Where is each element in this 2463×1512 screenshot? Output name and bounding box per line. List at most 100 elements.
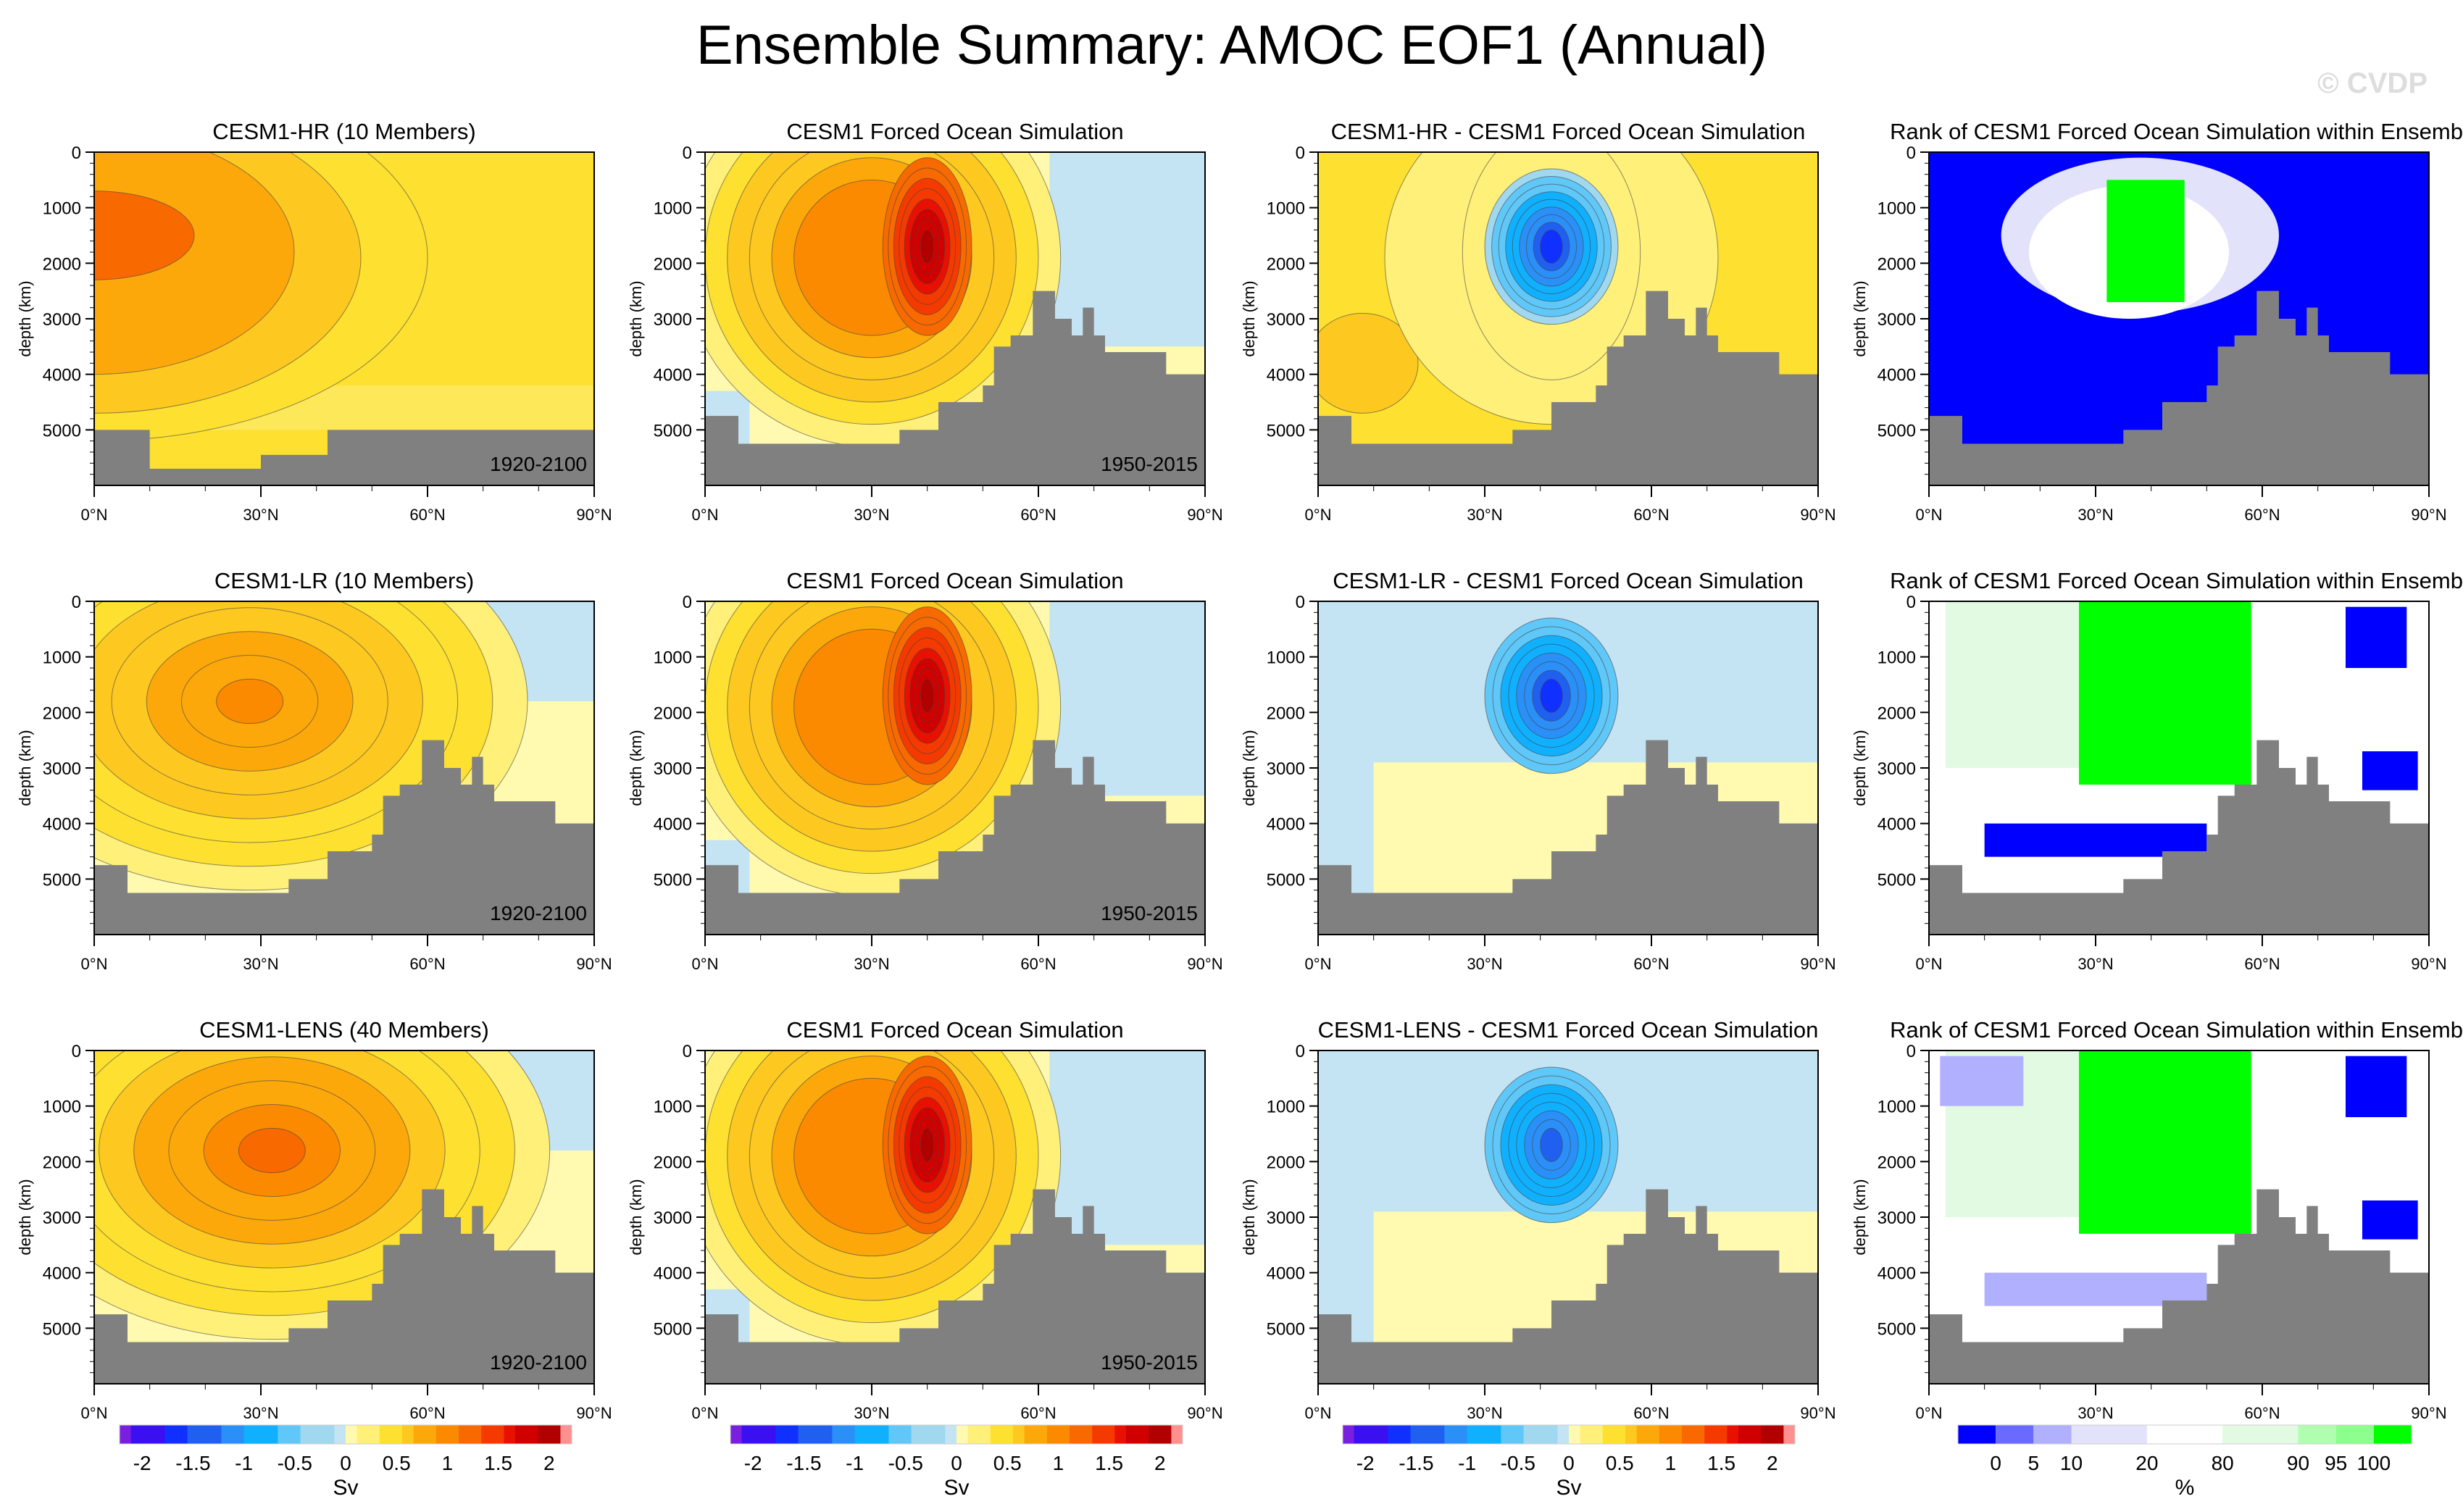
y-tick-label: 3000 — [1878, 1208, 1916, 1228]
contour-field — [1318, 152, 1818, 485]
colorbar-box — [820, 1425, 833, 1444]
y-axis-label: depth (km) — [1851, 280, 1869, 356]
x-tick-label: 90°N — [576, 955, 612, 973]
negative-region — [1049, 152, 1205, 347]
panel-rank: Rank of CESM1 Forced Ocean Simulation wi… — [1851, 568, 2463, 973]
colorbar-label: 2 — [543, 1452, 555, 1474]
y-tick-label: 0 — [683, 593, 692, 612]
colorbar-box — [1636, 1425, 1649, 1444]
y-axis-label: depth (km) — [16, 1179, 34, 1255]
colorbar-box — [1625, 1425, 1638, 1444]
x-tick-label: 90°N — [2411, 1404, 2446, 1422]
colorbar-box — [1467, 1425, 1479, 1444]
y-tick-label: 4000 — [654, 1264, 692, 1284]
colorbar-label: 2 — [1767, 1452, 1778, 1474]
colorbar-box — [504, 1425, 516, 1444]
x-tick-label: 0°N — [692, 506, 719, 524]
colorbar-frame — [1342, 1424, 1796, 1445]
colorbar-label: 1 — [1665, 1452, 1677, 1474]
x-tick-label: 0°N — [692, 1404, 719, 1422]
colorbar-label: -2 — [1356, 1452, 1375, 1474]
panel-title: CESM1-LENS - CESM1 Forced Ocean Simulati… — [1318, 1017, 1819, 1043]
colorbar-box — [1149, 1425, 1161, 1444]
period-label: 1920-2100 — [490, 902, 587, 924]
colorbar-box — [1365, 1425, 1378, 1444]
colorbar-label: 95 — [2325, 1452, 2347, 1474]
x-tick-label: 90°N — [1800, 955, 1835, 973]
colorbar-units: Sv — [333, 1476, 358, 1500]
colorbar-box — [1103, 1425, 1115, 1444]
colorbar-box — [1783, 1425, 1796, 1444]
colorbar-box — [832, 1425, 844, 1444]
panel-rank: Rank of CESM1 Forced Ocean Simulation wi… — [1851, 119, 2463, 524]
y-tick-label: 5000 — [654, 1319, 692, 1339]
contour-region — [1540, 678, 1563, 713]
colorbar-box — [1070, 1425, 1082, 1444]
y-tick-label: 4000 — [43, 815, 81, 835]
period-label: 1950-2015 — [1101, 902, 1198, 924]
contour-region — [1540, 229, 1563, 264]
colorbars: -2 -1.5 -1 -0.5 0 0.5 1 1.5 2 Sv -2 -1.5 -1 -0.5 0 0.5 1… — [119, 1424, 2412, 1500]
colorbar-box — [730, 1425, 743, 1444]
colorbar-2: -2 -1.5 -1 -0.5 0 0.5 1 1.5 2 Sv — [730, 1424, 1183, 1500]
y-tick-label: 5000 — [1267, 1319, 1305, 1339]
colorbar-box — [854, 1425, 867, 1444]
y-tick-label: 0 — [72, 593, 81, 612]
y-tick-label: 4000 — [43, 1264, 81, 1284]
y-tick-label: 5000 — [1878, 421, 1916, 440]
x-tick-label: 60°N — [1020, 1404, 1056, 1422]
contour-region — [94, 191, 195, 280]
colorbar-box — [1114, 1425, 1127, 1444]
colorbar-box — [1682, 1425, 1694, 1444]
colorbar-box — [967, 1425, 980, 1444]
x-tick-label: 90°N — [576, 1404, 612, 1422]
colorbar-box — [233, 1425, 245, 1444]
contour-field — [1318, 1051, 1818, 1384]
colorbar-box — [142, 1425, 154, 1444]
colorbar-box — [346, 1425, 358, 1444]
colorbar-box — [1354, 1425, 1366, 1444]
colorbar-label: -1.5 — [1399, 1452, 1433, 1474]
colorbar-units: Sv — [943, 1476, 969, 1500]
y-tick-label: 2000 — [1267, 703, 1305, 723]
y-tick-label: 3000 — [43, 310, 81, 330]
y-tick-label: 0 — [1906, 1042, 1916, 1061]
colorbar-box — [357, 1425, 369, 1444]
contour-field — [705, 152, 1205, 485]
colorbar-frame — [730, 1424, 1183, 1445]
colorbar-label: -1 — [846, 1452, 864, 1474]
colorbar-box — [1591, 1425, 1604, 1444]
colorbar-box — [560, 1425, 572, 1444]
y-tick-label: 5000 — [1878, 1319, 1916, 1339]
colorbar-label: 90 — [2287, 1452, 2309, 1474]
colorbar-box — [425, 1425, 437, 1444]
x-tick-label: 60°N — [409, 506, 445, 524]
rank-region — [2362, 751, 2418, 790]
seafloor-mask — [94, 1189, 594, 1384]
colorbar-box — [402, 1425, 414, 1444]
panel-ens: CESM1-LENS (40 Members) 1920-2100 0 1000 200… — [16, 1017, 612, 1422]
seafloor-mask — [94, 740, 594, 935]
colorbar-box — [1535, 1425, 1547, 1444]
colorbar-box — [787, 1425, 799, 1444]
x-tick-label: 0°N — [81, 955, 108, 973]
x-tick-label: 30°N — [1467, 1404, 1502, 1422]
colorbar-box — [990, 1425, 1002, 1444]
colorbar-box — [1388, 1425, 1400, 1444]
contour-region — [920, 678, 935, 713]
colorbar-box — [933, 1425, 946, 1444]
colorbar-label: 1 — [1053, 1452, 1064, 1474]
colorbar-units: Sv — [1556, 1476, 1581, 1500]
panel-title: CESM1 Forced Ocean Simulation — [786, 568, 1123, 593]
colorbar-box — [1715, 1425, 1728, 1444]
x-tick-label: 90°N — [1187, 506, 1222, 524]
colorbar-box — [1958, 1425, 1996, 1444]
panel-title: CESM1-HR - CESM1 Forced Ocean Simulation — [1331, 119, 1806, 144]
colorbar-box — [1772, 1425, 1784, 1444]
colorbar-label: 0.5 — [383, 1452, 411, 1474]
panel-title: CESM1 Forced Ocean Simulation — [786, 119, 1123, 144]
colorbar-box — [1693, 1425, 1705, 1444]
contour-field — [94, 601, 594, 935]
colorbar-label: -1.5 — [175, 1452, 210, 1474]
colorbar-box — [1648, 1425, 1660, 1444]
